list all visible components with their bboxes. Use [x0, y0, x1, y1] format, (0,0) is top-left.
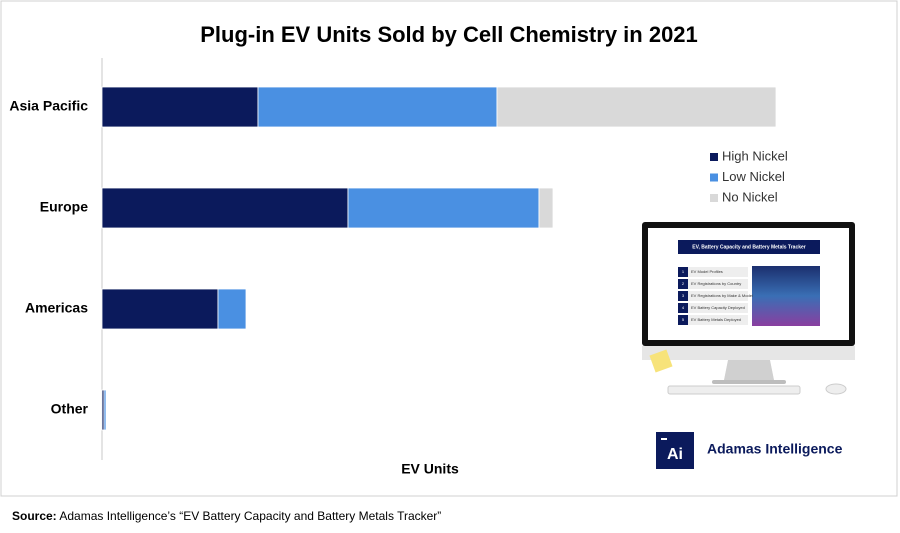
legend-label: High Nickel — [722, 148, 788, 163]
source: Source: Adamas Intelligence’s “EV Batter… — [12, 509, 441, 523]
monitor-item-box — [678, 267, 748, 277]
monitor-item-number: 2 — [682, 281, 685, 286]
legend-label: No Nickel — [722, 189, 778, 204]
monitor-item-num-box — [678, 267, 688, 277]
y-tick-label: Americas — [25, 300, 88, 316]
x-axis-label: EV Units — [401, 461, 459, 477]
y-tick-label: Other — [51, 401, 89, 417]
bar-segment — [538, 187, 554, 229]
monitor-item-text: EV Registrations by Country — [691, 281, 741, 286]
monitor-item-box — [678, 315, 748, 325]
monitor-item-text: EV Registrations by Make & Model — [691, 293, 753, 298]
bar-segment — [101, 288, 219, 330]
monitor-item-num-box — [678, 279, 688, 289]
y-tick-label: Asia Pacific — [9, 98, 88, 114]
bar-segment — [101, 86, 259, 128]
legend-label: Low Nickel — [722, 169, 785, 184]
logo: Ai Adamas Intelligence — [656, 432, 843, 469]
monitor-item-text: EV Battery Metals Deployed — [691, 317, 741, 322]
monitor-item-number: 1 — [682, 269, 685, 274]
monitor-title: EV, Battery Capacity and Battery Metals … — [692, 244, 806, 250]
monitor-item-box — [678, 291, 748, 301]
monitor-item-text: EV Battery Capacity Deployed — [691, 305, 745, 310]
logo-name: Adamas Intelligence — [707, 441, 843, 457]
monitor-item-num-box — [678, 315, 688, 325]
bar-segment — [496, 86, 777, 128]
monitor-item-text: EV Model Profiles — [691, 269, 723, 274]
logo-mark: Ai — [667, 446, 683, 463]
monitor-item-num-box — [678, 291, 688, 301]
source-text: Adamas Intelligence’s “EV Battery Capaci… — [59, 509, 441, 523]
monitor-item-num-box — [678, 303, 688, 313]
legend-swatch — [710, 153, 718, 161]
bar-segment — [103, 389, 107, 431]
bar-segment — [257, 86, 498, 128]
monitor-item-number: 5 — [682, 317, 685, 322]
y-tick-label: Europe — [40, 199, 88, 215]
legend-swatch — [710, 173, 718, 182]
monitor-item-box — [678, 303, 748, 313]
chart-title: Plug-in EV Units Sold by Cell Chemistry … — [200, 22, 698, 47]
bar-segment — [101, 187, 349, 229]
monitor-item-number: 4 — [682, 305, 685, 310]
legend-swatch — [710, 194, 718, 202]
bar-segment — [217, 288, 247, 330]
bar-segment — [347, 187, 540, 229]
monitor-item-box — [678, 279, 748, 289]
source-label: Source: — [12, 509, 57, 523]
monitor-item-number: 3 — [682, 293, 685, 298]
